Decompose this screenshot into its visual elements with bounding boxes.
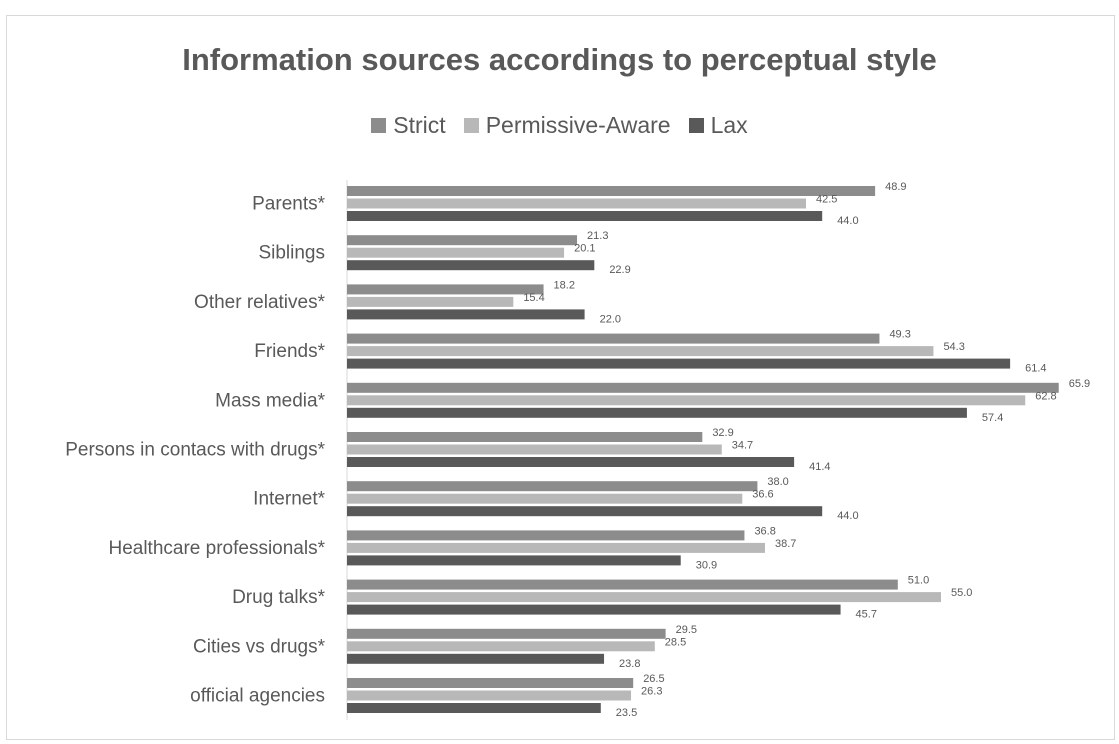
category-label-internet: Internet* [253,489,325,510]
legend-item-lax: Lax [688,112,748,139]
bar-lax-cities-vs-drugs [347,653,605,664]
bar-permissive-aware-other-relatives [347,296,514,307]
value-label-strict-other-relatives: 18.2 [554,279,575,291]
value-label-lax-healthcare-professionals: 30.9 [696,559,717,571]
bar-permissive-aware-persons-in-contacs-with-drugs [347,444,722,455]
bar-permissive-aware-siblings [347,247,565,258]
bar-permissive-aware-mass-media [347,395,1026,406]
bar-permissive-aware-parents [347,198,806,209]
category-label-mass-media: Mass media* [215,390,325,411]
bar-permissive-aware-healthcare-professionals [347,542,765,553]
bar-strict-drug-talks [347,579,898,590]
value-label-strict-cities-vs-drugs: 29.5 [676,624,697,636]
bar-lax-official-agencies [347,703,601,713]
value-label-strict-healthcare-professionals: 36.8 [754,525,775,537]
bar-permissive-aware-official-agencies [347,690,632,701]
value-label-lax-other-relatives: 22.0 [600,313,621,325]
bar-lax-internet [347,506,823,517]
value-label-strict-parents: 48.9 [885,181,906,193]
value-label-lax-drug-talks: 45.7 [856,609,877,621]
bar-strict-internet [347,481,758,492]
value-label-permissive-aware-drug-talks: 55.0 [951,587,972,599]
value-label-lax-siblings: 22.9 [609,264,630,276]
legend-label-lax: Lax [710,112,748,138]
value-label-lax-mass-media: 57.4 [982,412,1003,424]
value-label-strict-mass-media: 65.9 [1069,378,1090,390]
value-label-permissive-aware-internet: 36.6 [752,489,773,501]
value-label-permissive-aware-parents: 42.5 [816,194,837,206]
bar-lax-parents [347,211,823,221]
legend-label-strict: Strict [393,112,446,138]
value-label-permissive-aware-friends: 54.3 [943,341,964,353]
chart-title: Information sources accordings to percep… [182,42,937,77]
category-label-healthcare-professionals: Healthcare professionals* [108,538,325,559]
legend-item-strict: Strict [371,112,446,139]
value-label-permissive-aware-persons-in-contacs-with-drugs: 34.7 [732,440,753,452]
bar-strict-healthcare-professionals [347,530,745,541]
bar-strict-cities-vs-drugs [347,628,666,639]
bar-lax-healthcare-professionals [347,555,681,566]
bar-permissive-aware-internet [347,493,743,504]
bar-lax-other-relatives [347,309,585,320]
value-label-permissive-aware-other-relatives: 15.4 [523,292,544,304]
value-label-strict-official-agencies: 26.5 [643,673,664,685]
value-label-strict-friends: 49.3 [889,329,910,341]
bar-permissive-aware-drug-talks [347,592,941,603]
value-label-strict-internet: 38.0 [767,476,788,488]
bar-lax-siblings [347,260,595,271]
value-label-lax-official-agencies: 23.5 [616,707,637,719]
value-label-strict-persons-in-contacs-with-drugs: 32.9 [712,427,733,439]
bar-strict-friends [347,333,880,344]
bar-strict-official-agencies [347,678,634,688]
category-label-siblings: Siblings [258,243,325,264]
legend-label-permissive-aware: Permissive-Aware [485,112,671,138]
legend-swatch-strict [371,118,387,133]
category-label-parents: Parents* [252,194,325,215]
bar-lax-mass-media [347,407,967,418]
legend-swatch-permissive-aware [463,118,479,133]
value-label-permissive-aware-siblings: 20.1 [574,243,595,255]
category-label-other-relatives: Other relatives* [194,292,326,313]
category-label-persons-in-contacs-with-drugs: Persons in contacs with drugs* [65,440,325,461]
value-label-lax-friends: 61.4 [1025,363,1046,375]
value-label-permissive-aware-cities-vs-drugs: 28.5 [665,636,686,648]
bar-strict-other-relatives [347,284,544,295]
bar-lax-drug-talks [347,604,841,615]
value-label-permissive-aware-healthcare-professionals: 38.7 [775,538,796,550]
bar-permissive-aware-friends [347,346,934,357]
value-label-lax-persons-in-contacs-with-drugs: 41.4 [809,461,830,473]
bar-strict-persons-in-contacs-with-drugs [347,432,703,442]
value-label-permissive-aware-mass-media: 62.8 [1035,390,1056,402]
legend-item-permissive-aware: Permissive-Aware [463,112,671,139]
category-label-drug-talks: Drug talks* [232,587,326,608]
bar-lax-friends [347,358,1011,369]
value-label-permissive-aware-official-agencies: 26.3 [641,686,662,698]
legend-swatch-lax [688,118,704,133]
bar-strict-siblings [347,235,578,246]
chart-legend: Strict Permissive-Aware Lax [0,112,1119,139]
bar-strict-parents [347,186,876,196]
category-label-cities-vs-drugs: Cities vs drugs* [193,636,326,657]
bar-strict-mass-media [347,382,1059,393]
value-label-strict-siblings: 21.3 [587,230,608,242]
value-label-lax-cities-vs-drugs: 23.8 [619,658,640,670]
bar-permissive-aware-cities-vs-drugs [347,641,655,652]
category-label-official-agencies: official agencies [190,686,325,707]
value-label-lax-parents: 44.0 [837,215,858,227]
value-label-lax-internet: 44.0 [837,510,858,522]
bar-lax-persons-in-contacs-with-drugs [347,457,795,467]
chart-frame [6,15,1115,740]
category-label-friends: Friends* [254,341,325,362]
value-label-strict-drug-talks: 51.0 [908,575,929,587]
